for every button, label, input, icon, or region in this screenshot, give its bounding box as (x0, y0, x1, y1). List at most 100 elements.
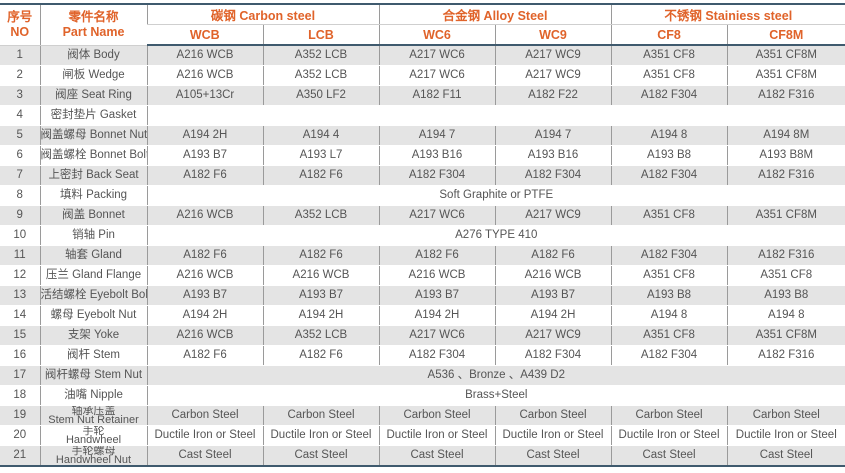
material-cell: A194 2H (146, 125, 263, 146)
part-name: 填料 Packing (39, 185, 147, 206)
header-no: 序号 NO (0, 4, 40, 46)
part-name: 手轮螺母 Handwheel Nut (39, 445, 147, 467)
material-cell: A352 LCB (262, 45, 379, 66)
materials-table: 序号 NO 零件名称 Part Name 碳钢 Carbon steel 合金钢 A… (0, 3, 845, 467)
material-cell: A182 F6 (262, 345, 379, 366)
header-part-name: 零件名称 Part Name (39, 4, 147, 46)
material-cell: A193 B7 (378, 285, 495, 306)
material-cell: A182 F6 (378, 245, 495, 266)
material-cell: A193 B16 (378, 145, 495, 166)
material-cell-merged (146, 105, 845, 126)
header-grade: LCB (262, 24, 379, 46)
part-name: 轴套 Gland (39, 245, 147, 266)
row-number: 4 (0, 105, 40, 126)
material-cell: A193 B8M (726, 145, 845, 166)
material-cell: A194 7 (378, 125, 495, 146)
material-cell: A194 8M (726, 125, 845, 146)
material-cell-merged: A536 、Bronze 、A439 D2 (146, 365, 845, 386)
table-row: 15 支架 Yoke A216 WCB A352 LCB A217 WC6 A217 WC… (0, 325, 845, 346)
row-number: 2 (0, 65, 40, 86)
material-cell: A217 WC9 (494, 45, 612, 66)
row-number: 12 (0, 265, 40, 286)
material-cell: A182 F316 (726, 345, 845, 366)
material-cell: A193 B16 (494, 145, 612, 166)
material-cell: A182 F304 (494, 165, 612, 186)
table-row: 7 上密封 Back Seat A182 F6 A182 F6 A182 F304 A18… (0, 165, 845, 186)
header-grade: WC9 (494, 24, 612, 46)
header-group-carbon-steel: 碳钢 Carbon steel (146, 4, 379, 25)
part-name: 压兰 Gland Flange (39, 265, 147, 286)
part-name: 闸板 Wedge (39, 65, 147, 86)
material-cell: A105+13Cr (146, 85, 263, 106)
part-name: 阀盖螺母 Bonnet Nut (39, 125, 147, 146)
material-cell: A351 CF8M (726, 65, 845, 86)
row-number: 20 (0, 425, 40, 446)
row-number: 19 (0, 405, 40, 426)
material-cell: A194 2H (378, 305, 495, 326)
table-row: 5 阀盖螺母 Bonnet Nut A194 2H A194 4 A194 7 A194 … (0, 125, 845, 146)
material-cell-merged: Brass+Steel (146, 385, 845, 406)
part-name: 手轮 Handwheel (39, 425, 147, 446)
table-row: 16 阀杆 Stem A182 F6 A182 F6 A182 F304 A182 F30… (0, 345, 845, 366)
material-cell: A194 2H (262, 305, 379, 326)
material-cell: A193 B7 (262, 285, 379, 306)
material-cell: A182 F304 (610, 345, 728, 366)
part-name: 支架 Yoke (39, 325, 147, 346)
material-cell: A216 WCB (146, 205, 263, 226)
row-number: 10 (0, 225, 40, 246)
material-cell: A217 WC6 (378, 45, 495, 66)
part-name-en: Stem Nut Retainer (48, 413, 139, 426)
table-row: 10 销轴 Pin A276 TYPE 410 (0, 225, 845, 246)
material-cell: A193 B7 (494, 285, 612, 306)
material-cell: A216 WCB (494, 265, 612, 286)
material-cell: A351 CF8 (726, 265, 845, 286)
material-cell: A352 LCB (262, 205, 379, 226)
material-cell: A193 B8 (610, 145, 728, 166)
material-cell-merged: A276 TYPE 410 (146, 225, 845, 246)
part-name-cn: 手轮螺母 (71, 445, 116, 457)
row-number: 13 (0, 285, 40, 306)
row-number: 9 (0, 205, 40, 226)
material-cell: Ductile Iron or Steel (494, 425, 612, 446)
header-grade: CF8 (610, 24, 728, 46)
material-cell: A194 8 (726, 305, 845, 326)
table-row: 13 活结螺栓 Eyebolt Bolt A193 B7 A193 B7 A193 B7… (0, 285, 845, 306)
material-cell: A194 2H (146, 305, 263, 326)
material-cell: A182 F304 (610, 165, 728, 186)
part-name-cn: 轴承压盖 (71, 405, 116, 417)
material-cell: Carbon Steel (494, 405, 612, 426)
part-name: 上密封 Back Seat (39, 165, 147, 186)
table-row: 11 轴套 Gland A182 F6 A182 F6 A182 F6 A182 F6 A1… (0, 245, 845, 266)
material-cell: A350 LF2 (262, 85, 379, 106)
material-cell: A351 CF8 (610, 205, 728, 226)
material-cell: A351 CF8 (610, 265, 728, 286)
material-cell: A182 F6 (262, 165, 379, 186)
header-group-stainless-steel: 不锈钢 Stainiess steel (610, 4, 845, 25)
part-name-en: Handwheel Nut (55, 453, 132, 466)
part-name: 销轴 Pin (39, 225, 147, 246)
row-number: 14 (0, 305, 40, 326)
material-cell: Carbon Steel (146, 405, 263, 426)
material-cell: A351 CF8M (726, 325, 845, 346)
header-grade: CF8M (726, 24, 845, 46)
material-cell: A182 F316 (726, 85, 845, 106)
material-cell: A182 F6 (146, 245, 263, 266)
material-cell: A193 B8 (726, 285, 845, 306)
part-name: 阀体 Body (39, 45, 147, 66)
row-number: 3 (0, 85, 40, 106)
material-cell: A182 F304 (610, 245, 728, 266)
material-cell: A216 WCB (146, 45, 263, 66)
table-row: 21 手轮螺母 Handwheel Nut Cast Steel Cast Steel C… (0, 445, 845, 467)
material-cell: A182 F304 (378, 165, 495, 186)
table-row: 17 阀杆螺母 Stem Nut A536 、Bronze 、A439 D2 (0, 365, 845, 386)
part-name: 轴承压盖 Stem Nut Retainer (39, 405, 147, 426)
part-name-cn: 手轮 (82, 425, 105, 437)
material-cell: A216 WCB (146, 325, 263, 346)
row-number: 11 (0, 245, 40, 266)
row-number: 8 (0, 185, 40, 206)
material-cell: A194 7 (494, 125, 612, 146)
material-cell: Cast Steel (262, 445, 379, 467)
material-cell: Ductile Iron or Steel (146, 425, 263, 446)
material-cell: A217 WC6 (378, 325, 495, 346)
row-number: 15 (0, 325, 40, 346)
